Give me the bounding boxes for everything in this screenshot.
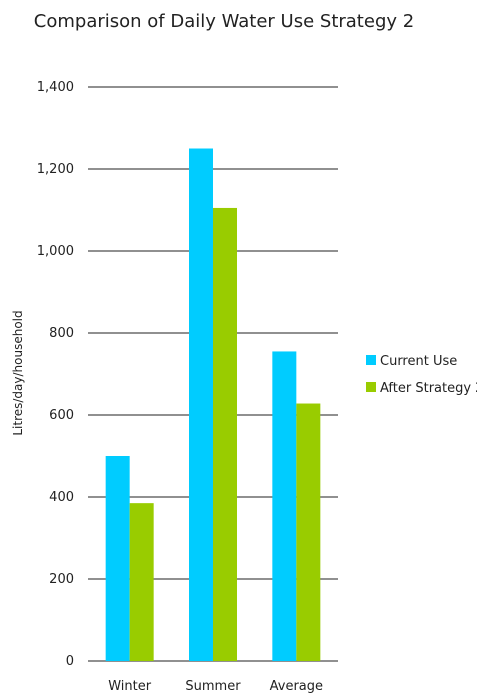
bar-after-strategy-2-winter: [129, 503, 154, 661]
x-tick-label: Summer: [185, 679, 241, 694]
y-tick-label: 1,200: [37, 162, 74, 177]
x-tick-label: Average: [270, 679, 323, 694]
y-axis-tick-labels: 0 200 400 600 800 1,000 1,200 1,400: [37, 80, 74, 669]
y-tick-label: 400: [49, 490, 74, 505]
legend-swatch: [366, 382, 376, 392]
y-tick-label: 0: [66, 654, 74, 669]
chart-title: Comparison of Daily Water Use Strategy 2: [34, 11, 414, 32]
x-axis-tick-labels: Winter Summer Average: [108, 679, 323, 694]
bar-current-use-winter: [105, 456, 130, 661]
y-tick-label: 1,400: [37, 80, 74, 95]
y-tick-label: 200: [49, 572, 74, 587]
x-tick-label: Winter: [108, 679, 152, 694]
bar-after-strategy-2-summer: [213, 207, 237, 661]
y-tick-label: 1,000: [37, 244, 74, 259]
bars: [105, 148, 321, 661]
legend-label: After Strategy 2: [380, 381, 477, 396]
legend-swatch: [366, 355, 376, 365]
bar-current-use-summer: [189, 148, 213, 661]
y-axis-label: Litres/day/household: [11, 310, 25, 435]
bar-current-use-average: [272, 351, 297, 661]
bar-after-strategy-2-average: [296, 403, 321, 661]
y-tick-label: 800: [49, 326, 74, 341]
legend-label: Current Use: [380, 354, 457, 369]
y-tick-label: 600: [49, 408, 74, 423]
legend: Current Use After Strategy 2: [366, 354, 477, 396]
